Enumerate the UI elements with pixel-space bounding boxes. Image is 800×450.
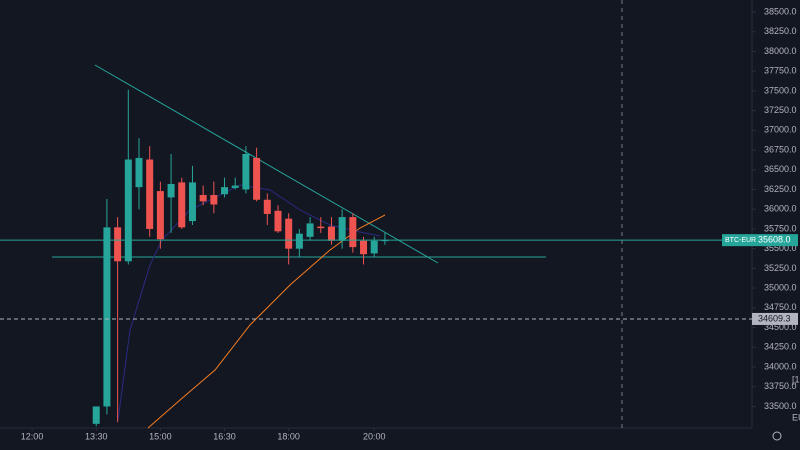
y-tick-label: 37000.0: [764, 125, 797, 135]
x-tick-label: 12:00: [21, 431, 44, 441]
candle-body: [349, 217, 357, 248]
candle-body: [124, 159, 132, 262]
candle-body: [114, 227, 122, 262]
y-tick-label: 36750.0: [764, 144, 797, 154]
candle-body: [327, 226, 335, 241]
price-tag: [752, 234, 798, 247]
candle-body: [178, 182, 186, 228]
candle-body: [199, 195, 207, 202]
y-tick-label: 35500.0: [764, 243, 797, 253]
candle-body: [360, 240, 368, 255]
y-tick-label: 34250.0: [764, 342, 797, 352]
side-label: [19: [792, 374, 800, 384]
symbol-label: BTC-EUR: [725, 237, 756, 244]
symbol-tag: [722, 234, 752, 247]
y-tick-label: 37750.0: [764, 66, 797, 76]
candle-body: [92, 406, 100, 424]
candle-body: [135, 157, 143, 188]
y-tick-label: 35000.0: [764, 282, 797, 292]
candle-body: [295, 233, 303, 249]
candle-body: [306, 223, 314, 237]
y-tick-label: 36250.0: [764, 184, 797, 194]
candle-body: [231, 185, 239, 188]
y-tick-label: 38250.0: [764, 26, 797, 36]
y-tick-label: 38500.0: [764, 6, 797, 16]
candle-body: [370, 240, 378, 254]
y-tick-label: 36000.0: [764, 204, 797, 214]
y-tick-label: 34000.0: [764, 361, 797, 371]
x-tick-label: 15:00: [149, 431, 172, 441]
trend-line: [94, 64, 439, 264]
candle-body: [146, 159, 154, 229]
side-label: EU: [792, 412, 800, 422]
y-tick-label: 35750.0: [764, 223, 797, 233]
x-tick-label: 18:00: [277, 431, 300, 441]
y-tick-label: 34500.0: [764, 322, 797, 332]
price-tag: [752, 312, 798, 325]
candle-body: [317, 226, 325, 229]
candle-body: [242, 154, 250, 190]
candle-body: [210, 195, 218, 205]
candle-body: [167, 183, 175, 198]
candle-body: [263, 199, 271, 214]
candle-body: [253, 157, 261, 200]
y-tick-label: 35250.0: [764, 263, 797, 273]
settings-icon[interactable]: [772, 431, 782, 441]
x-tick-label: 20:00: [363, 431, 386, 441]
y-tick-label: 34750.0: [764, 302, 797, 312]
y-tick-label: 38000.0: [764, 46, 797, 56]
candle-body: [156, 191, 164, 240]
candle-body: [285, 218, 293, 249]
candle-body: [103, 227, 111, 407]
candle-body: [221, 187, 229, 195]
price-tag-label: 34609.3: [758, 313, 791, 323]
y-tick-label: 33500.0: [764, 401, 797, 411]
candle-body: [338, 217, 346, 241]
x-tick-label: 16:30: [213, 431, 236, 441]
y-tick-label: 37250.0: [764, 105, 797, 115]
candle-body: [274, 210, 282, 232]
plot: 33500.0 33750.0 34000.0 34250.0 34500.0 34750…: [0, 6, 798, 441]
x-tick-label: 13:30: [85, 431, 108, 441]
candle-body: [188, 182, 196, 222]
y-tick-label: 33750.0: [764, 381, 797, 391]
price-tag-label: 35608.0: [758, 235, 791, 245]
y-tick-label: 37500.0: [764, 85, 797, 95]
y-tick-label: 36500.0: [764, 164, 797, 174]
